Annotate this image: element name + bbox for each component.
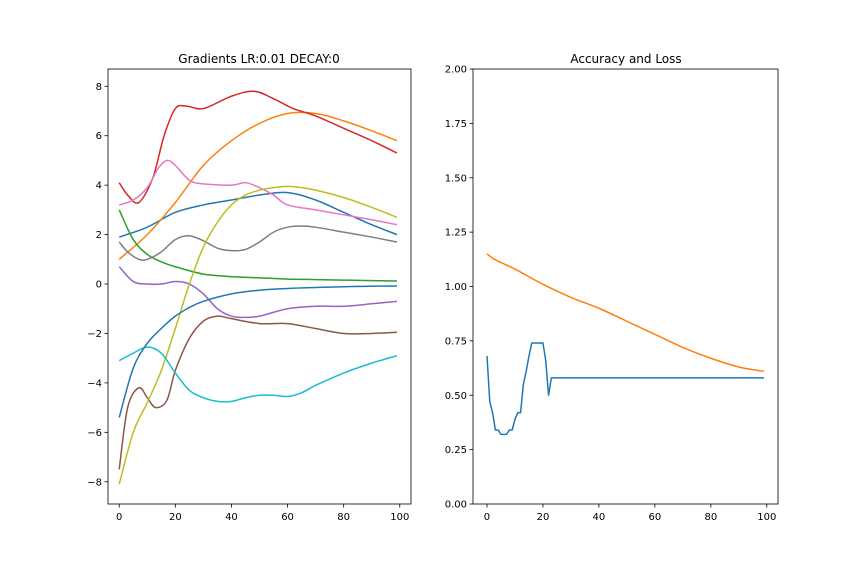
y-tick-label: 2 [96,230,102,241]
gradients-axes: 0 20 40 60 80 100 −8 −6 −4 −2 0 2 4 6 8 [87,68,412,523]
series-line-8 [118,225,398,261]
y-tick-label: 0.00 [445,500,467,511]
series-line-1 [486,342,765,436]
y-tick-label: 0.25 [445,445,467,456]
y-tick-label: 0 [96,280,102,291]
accuracy-loss-axes: 0 20 40 60 80 100 0.00 0.25 0.50 0.75 1.00 1.25 1.50… [445,65,779,523]
y-tick-label: 4 [96,181,102,192]
series-line-11 [118,285,397,418]
x-tick-label: 100 [757,512,776,523]
series-line-4 [118,90,398,204]
y-tick-label: −2 [87,329,102,340]
y-tick-label: 2.00 [445,65,467,76]
series-line-9 [118,185,398,485]
y-tick-label: 8 [96,82,102,93]
axes-frame [107,68,412,505]
y-tick-label: 1.25 [445,228,467,239]
gradients-series-layer [118,90,398,485]
series-line-2 [486,253,765,373]
accuracy-loss-series-layer [486,253,765,436]
series-line-10 [118,346,398,403]
gradients-panel: Gradients LR:0.01 DECAY:0 0 20 40 60 80 100−8… [87,52,412,523]
x-tick-label: 60 [281,512,294,523]
y-tick-label: 0.75 [445,336,467,347]
series-line-5 [118,266,398,319]
accuracy-loss-panel: Accuracy and Loss 0 20 40 60 80 100 0.00 0.25 0.… [445,52,779,523]
y-tick-label: 1.75 [445,119,467,130]
y-tick-label: −4 [87,378,102,389]
y-tick-label: 6 [96,131,102,142]
accuracy-loss-title: Accuracy and Loss [570,52,681,66]
y-tick-label: −8 [87,477,102,488]
gradients-title: Gradients LR:0.01 DECAY:0 [178,52,339,66]
x-tick-label: 100 [390,512,409,523]
x-tick-label: 40 [593,512,606,523]
x-tick-label: 20 [537,512,550,523]
series-line-6 [118,315,398,470]
y-tick-label: −6 [87,428,102,439]
x-tick-label: 20 [169,512,182,523]
series-line-7 [118,159,398,226]
x-tick-label: 0 [116,512,122,523]
y-tick-label: 0.50 [445,391,467,402]
x-tick-label: 40 [225,512,238,523]
y-tick-label: 1.50 [445,173,467,184]
x-tick-label: 60 [649,512,662,523]
y-tick-label: 1.00 [445,282,467,293]
x-tick-label: 80 [704,512,717,523]
x-tick-label: 0 [484,512,490,523]
series-line-2 [118,111,398,260]
series-line-3 [118,209,397,282]
x-tick-label: 80 [337,512,350,523]
